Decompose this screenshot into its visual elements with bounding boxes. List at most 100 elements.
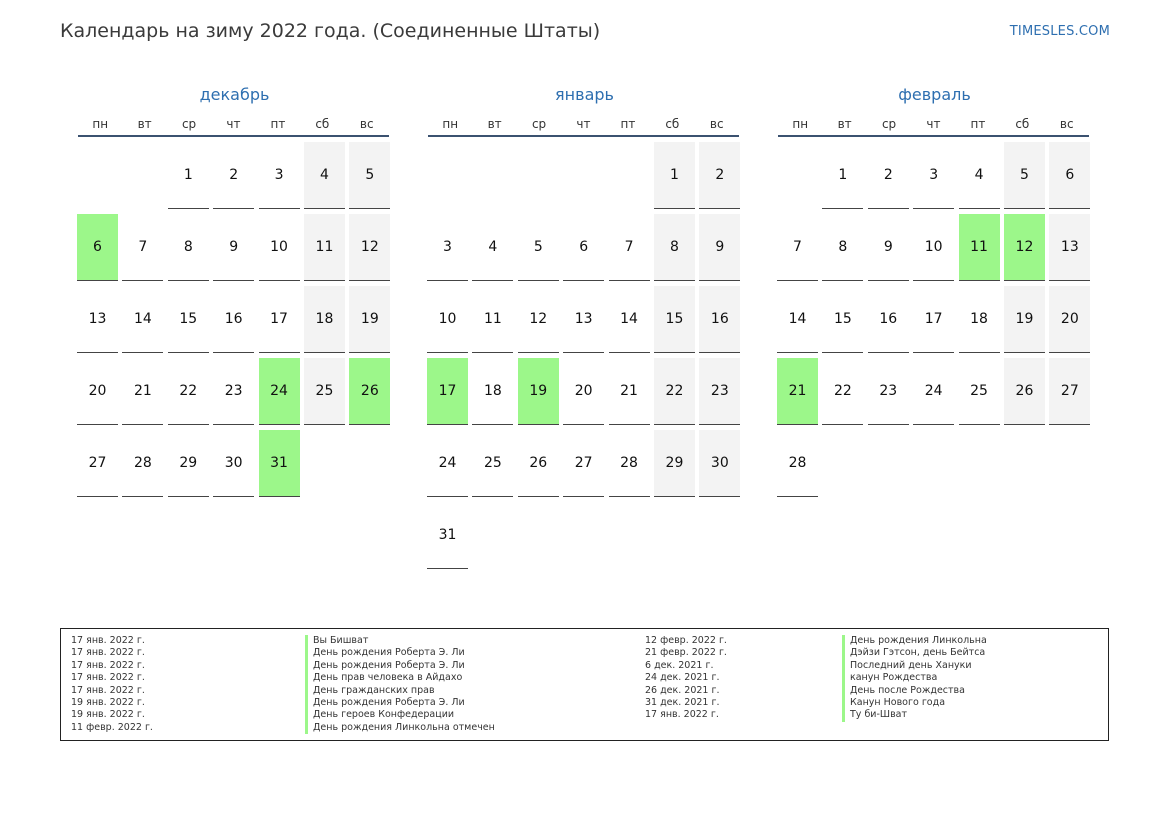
- weekday-label: чт: [576, 117, 591, 131]
- legend-dates-left: 17 янв. 2022 г. 17 янв. 2022 г. 17 янв. …: [71, 635, 153, 734]
- holiday-day-cell: 19: [517, 358, 559, 425]
- day-cell: 1: [822, 142, 864, 209]
- day-cell: 27: [1049, 358, 1091, 425]
- legend-holiday-name: День героев Конфедерации: [305, 709, 495, 722]
- holiday-day-cell: 26: [349, 358, 391, 425]
- legend-date: 17 янв. 2022 г.: [71, 635, 145, 646]
- day-cell: 29: [653, 430, 695, 497]
- day-cell: 19: [1003, 286, 1045, 353]
- weekday-label: сб: [665, 117, 680, 131]
- day-cell: 11: [303, 214, 345, 281]
- day-cell: 28: [122, 430, 164, 497]
- day-cell: 3: [913, 142, 955, 209]
- weekday-label: чт: [926, 117, 941, 131]
- holiday-day-cell: 24: [258, 358, 300, 425]
- day-cell: 5: [1003, 142, 1045, 209]
- day-cell: 15: [653, 286, 695, 353]
- day-cell: 17: [258, 286, 300, 353]
- day-cell: 10: [913, 214, 955, 281]
- holiday-day-cell: 17: [427, 358, 468, 425]
- weekday-label: вт: [487, 117, 502, 131]
- empty-day-cell: [518, 142, 559, 209]
- weekday-label: пн: [442, 117, 459, 131]
- weekday-label: пн: [792, 117, 809, 131]
- day-cell: 13: [77, 286, 118, 353]
- day-cell: 15: [167, 286, 209, 353]
- empty-day-cell: [563, 142, 604, 209]
- site-brand-link[interactable]: TIMESLES.COM: [1009, 24, 1110, 39]
- day-cell: 22: [653, 358, 695, 425]
- legend-date: 11 февр. 2022 г.: [71, 721, 153, 733]
- holiday-day-cell: 31: [258, 430, 300, 497]
- day-cell: 10: [258, 214, 300, 281]
- day-cell: 15: [822, 286, 864, 353]
- empty-day-cell: [427, 142, 468, 209]
- legend-date: 17 янв. 2022 г.: [71, 684, 145, 696]
- empty-day-cell: [472, 142, 513, 209]
- legend-dates-right: 12 февр. 2022 г. 21 февр. 2022 г. 6 дек.…: [645, 635, 727, 722]
- day-cell: 7: [608, 214, 650, 281]
- weekday-label: сб: [315, 117, 330, 131]
- weekday-label: вт: [137, 117, 152, 131]
- weekday-header: пн вт ср чт пт сб вс: [78, 108, 389, 137]
- legend-holiday-name: День прав человека в Айдахо: [305, 672, 495, 685]
- day-cell: 14: [122, 286, 164, 353]
- day-cell: 25: [303, 358, 345, 425]
- holiday-day-cell: 6: [77, 214, 118, 281]
- day-cell: 17: [913, 286, 955, 353]
- legend-holiday-name: День рождения Роберта Э. Ли: [305, 696, 495, 710]
- day-cell: 22: [822, 358, 864, 425]
- month-february: февраль пн вт ср чт пт сб вс 1 2 3 4 5 6 7 8 9 10…: [777, 82, 1092, 497]
- day-cell: 25: [472, 430, 514, 497]
- day-cell: 20: [77, 358, 118, 425]
- legend-holiday-name: Вы Бишват: [305, 635, 495, 648]
- legend-holiday-name: День гражданских прав: [305, 684, 495, 697]
- legend-date: 17 янв. 2022 г.: [645, 709, 719, 721]
- month-december: декабрь пн вт ср чт пт сб вс 1 2 3 4 5 6 7 8 9 10…: [77, 82, 392, 497]
- legend-date: 17 янв. 2022 г.: [71, 672, 145, 684]
- legend-date: 17 янв. 2022 г.: [71, 659, 145, 671]
- day-cell: 13: [1049, 214, 1091, 281]
- day-cell: 23: [699, 358, 741, 425]
- weekday-label: пт: [970, 117, 986, 131]
- legend-holiday-name: Ту би-Шват: [842, 709, 987, 722]
- day-cell: 22: [167, 358, 209, 425]
- day-cell: 23: [213, 358, 255, 425]
- day-cell: 9: [699, 214, 741, 281]
- page-title: Календарь на зиму 2022 года. (Соединенны…: [60, 20, 601, 42]
- day-cell: 23: [867, 358, 909, 425]
- month-name: февраль: [898, 85, 971, 104]
- day-cell: 1: [653, 142, 695, 209]
- legend-date: 21 февр. 2022 г.: [645, 647, 727, 659]
- weekday-label: пт: [270, 117, 286, 131]
- legend-holiday-name: День рождения Линкольна отмечен: [305, 721, 495, 735]
- day-cell: 5: [517, 214, 559, 281]
- day-cell: 12: [517, 286, 559, 353]
- holiday-day-cell: 11: [958, 214, 1000, 281]
- day-cell: 16: [699, 286, 741, 353]
- day-cell: 14: [777, 286, 818, 353]
- legend-holiday-name: День рождения Линкольна: [842, 635, 987, 648]
- holiday-day-cell: 21: [777, 358, 818, 425]
- holiday-legend: 17 янв. 2022 г. 17 янв. 2022 г. 17 янв. …: [60, 628, 1109, 741]
- empty-day-cell: [122, 142, 163, 209]
- day-cell: 28: [777, 430, 818, 497]
- day-cell: 3: [427, 214, 468, 281]
- day-cell: 1: [167, 142, 209, 209]
- weekday-label: вс: [709, 117, 724, 131]
- day-cell: 28: [608, 430, 650, 497]
- weekday-label: сб: [1015, 117, 1030, 131]
- empty-day-cell: [777, 142, 818, 209]
- legend-holiday-name: День рождения Роберта Э. Ли: [305, 659, 495, 673]
- legend-names-right: День рождения Линкольна Дэйзи Гэтсон, де…: [842, 635, 987, 722]
- weekday-label: ср: [181, 117, 197, 131]
- legend-date: 19 янв. 2022 г.: [71, 709, 145, 721]
- day-cell: 29: [167, 430, 209, 497]
- day-cell: 30: [213, 430, 255, 497]
- day-cell: 11: [472, 286, 514, 353]
- weekday-header: пн вт ср чт пт сб вс: [428, 108, 739, 137]
- legend-holiday-name: Последний день Хануки: [842, 659, 987, 673]
- day-cell: 4: [958, 142, 1000, 209]
- day-cell: 26: [1003, 358, 1045, 425]
- legend-holiday-name: День рождения Роберта Э. Ли: [305, 647, 495, 660]
